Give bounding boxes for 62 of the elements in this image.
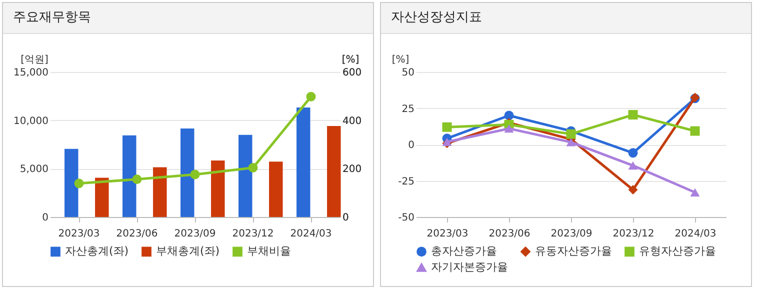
- point: [248, 162, 258, 172]
- y-tick-label: 15,000: [14, 68, 48, 78]
- bar: [64, 148, 78, 217]
- bar: [296, 107, 310, 217]
- x-tick-label: 2024/03: [674, 228, 716, 240]
- legend-label: 부채비율: [247, 244, 291, 258]
- x-tick-label: 2023/03: [426, 228, 468, 240]
- legend-label: 부채총계(좌): [156, 244, 220, 258]
- y-axis-title: [억원]: [20, 54, 48, 66]
- x-tick-label: 2023/03: [58, 228, 100, 240]
- bar: [269, 162, 283, 217]
- y2-axis-title: [%]: [342, 54, 360, 66]
- legend-label: 자산총계(좌): [65, 244, 129, 258]
- x-tick-label: 2023/06: [488, 228, 530, 240]
- point: [306, 92, 316, 102]
- y2-tick-label: 600: [342, 68, 362, 78]
- point: [628, 161, 638, 170]
- point: [690, 126, 700, 136]
- point: [566, 138, 576, 146]
- y-axis-title: [%]: [392, 54, 410, 66]
- y-tick-label: 5,000: [20, 164, 48, 176]
- legend-label: 자기자본증가율: [431, 260, 508, 274]
- point: [690, 188, 700, 196]
- point: [628, 184, 638, 194]
- x-tick-label: 2024/03: [290, 228, 332, 240]
- legend-label: 유형자산증가율: [639, 244, 716, 258]
- point: [628, 110, 638, 120]
- x-tick-label: 2023/12: [612, 228, 654, 240]
- y2-tick-label: 200: [342, 164, 362, 176]
- y2-tick-label: 0: [342, 212, 349, 224]
- point: [132, 174, 142, 184]
- bar: [327, 126, 341, 217]
- y-tick-label: 25: [402, 104, 414, 115]
- y-tick-label: 0: [408, 140, 414, 151]
- point: [74, 178, 84, 188]
- bar: [153, 167, 167, 217]
- point: [566, 129, 576, 139]
- legend-label: 유동자산증가율: [535, 244, 612, 258]
- bar: [180, 128, 194, 217]
- y-tick-label: -25: [398, 176, 414, 188]
- x-tick-label: 2023/12: [232, 228, 274, 240]
- point: [504, 124, 514, 133]
- chart-title: 자산성장성지표: [381, 3, 751, 34]
- y2-tick-label: 400: [342, 116, 362, 127]
- point: [190, 170, 200, 180]
- point: [628, 148, 638, 158]
- y-tick-label: 0: [42, 212, 48, 224]
- x-tick-label: 2023/09: [174, 228, 216, 240]
- bar: [238, 134, 252, 217]
- point: [442, 138, 452, 146]
- x-tick-label: 2023/06: [116, 228, 158, 240]
- y-tick-label: 10,000: [14, 116, 48, 127]
- bar: [211, 160, 225, 217]
- bar: [95, 178, 109, 217]
- y-tick-label: -50: [398, 212, 414, 224]
- point: [504, 110, 514, 120]
- legend-label: 총자산증가율: [431, 244, 497, 258]
- chart-title: 주요재무항목: [3, 3, 373, 34]
- x-tick-label: 2023/09: [550, 228, 592, 240]
- y-tick-label: 50: [402, 68, 414, 78]
- point: [442, 122, 452, 132]
- bar: [122, 135, 136, 217]
